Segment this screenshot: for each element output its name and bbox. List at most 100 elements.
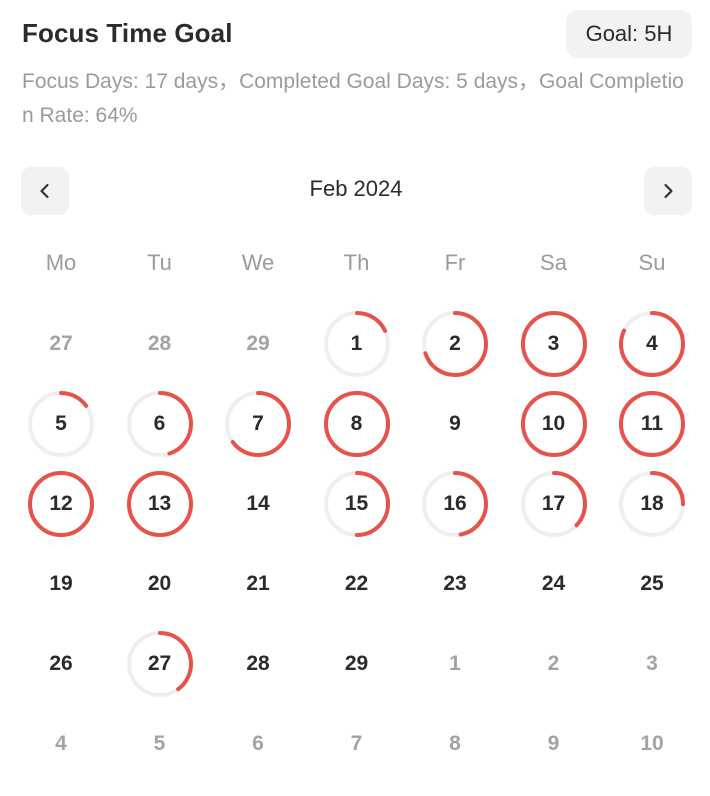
calendar-day[interactable]: 3 [514,304,594,384]
progress-ring [126,391,193,457]
day-number: 3 [646,652,658,675]
calendar-day[interactable]: 21 [218,544,298,624]
weekday-label: Su [638,250,666,275]
progress-ring-arc [126,391,193,457]
day-number: 23 [443,572,467,595]
day-number: 8 [449,732,461,755]
progress-ring-arc [619,391,685,457]
day-number: 15 [344,492,369,515]
progress-ring [126,631,193,697]
weekday-label: Sa [540,250,567,275]
calendar-day[interactable]: 6 [120,384,200,464]
weekday-label: We [241,250,275,275]
calendar-day[interactable]: 27 [21,304,101,384]
progress-ring [323,391,390,457]
calendar-day[interactable]: 10 [514,384,594,464]
progress-ring [225,391,291,457]
calendar-day[interactable]: 11 [612,384,692,464]
calendar-day[interactable]: 8 [415,704,495,784]
calendar-day[interactable]: 23 [415,544,495,624]
calendar-day[interactable]: 7 [218,384,298,464]
calendar-day[interactable]: 28 [120,304,200,384]
progress-ring-arc [619,311,685,377]
day-number: 1 [449,652,461,675]
day-number: 10 [541,412,566,435]
day-number: 13 [147,492,172,515]
day-number: 24 [541,572,566,595]
progress-ring [28,471,94,537]
day-number: 9 [449,412,461,435]
progress-ring [126,471,193,537]
day-number: 8 [350,412,363,435]
day-number: 20 [147,572,172,595]
calendar-day[interactable]: 26 [21,624,101,704]
calendar-day[interactable]: 28 [218,624,298,704]
calendar-day[interactable]: 25 [612,544,692,624]
progress-ring-arc [323,391,390,457]
calendar-day[interactable]: 15 [317,464,397,544]
calendar-day[interactable]: 5 [21,384,101,464]
day-number: 29 [344,652,369,675]
day-number: 11 [640,412,664,435]
calendar-day[interactable]: 20 [120,544,200,624]
page-title: Focus Time Goal [22,18,233,48]
calendar-day[interactable]: 22 [317,544,397,624]
day-number: 14 [246,492,270,515]
calendar-day[interactable]: 29 [317,624,397,704]
month-label: Feb 2024 [309,176,403,201]
calendar-day[interactable]: 10 [612,704,692,784]
focus-stats: Focus Days: 17 days，Completed Goal Days:… [22,70,684,127]
calendar-day[interactable]: 5 [120,704,200,784]
weekday-label: Tu [147,250,172,275]
calendar-day[interactable]: 16 [415,464,495,544]
calendar-day[interactable]: 27 [120,624,200,704]
goal-badge[interactable]: Goal: 5H [566,10,692,58]
progress-ring [422,471,488,537]
calendar-day[interactable]: 1 [415,624,495,704]
day-number: 17 [541,492,566,515]
calendar-day[interactable]: 2 [514,624,594,704]
day-number: 6 [153,412,166,435]
calendar-day[interactable]: 8 [317,384,397,464]
calendar-day[interactable]: 7 [317,704,397,784]
calendar-day[interactable]: 12 [21,464,101,544]
progress-ring-arc [422,311,488,377]
calendar-day[interactable]: 9 [415,384,495,464]
calendar-day[interactable]: 13 [120,464,200,544]
day-number: 12 [49,492,73,515]
chevron-left-icon [40,183,49,199]
day-number: 28 [246,652,270,675]
calendar-day[interactable]: 17 [514,464,594,544]
calendar-day[interactable]: 14 [218,464,298,544]
calendar-day[interactable]: 29 [218,304,298,384]
weekday-label: Mo [45,250,77,275]
progress-ring-arc [619,471,685,537]
calendar-day[interactable]: 9 [514,704,594,784]
calendar-day[interactable]: 2 [415,304,495,384]
calendar-day[interactable]: 4 [21,704,101,784]
day-number: 6 [252,732,264,755]
chevron-right-icon [664,183,673,199]
weekday-label: Th [343,250,370,275]
progress-ring-arc [323,471,390,537]
progress-ring-arc [28,391,94,457]
day-number: 16 [443,492,467,515]
calendar-day[interactable]: 1 [317,304,397,384]
calendar-day[interactable]: 18 [612,464,692,544]
next-month-button[interactable] [644,167,692,215]
day-number: 10 [640,732,664,755]
calendar-day[interactable]: 3 [612,624,692,704]
calendar-day[interactable]: 4 [612,304,692,384]
day-number: 19 [49,572,73,595]
prev-month-button[interactable] [21,167,69,215]
day-number: 3 [547,332,560,355]
day-number: 22 [344,572,369,595]
calendar-day[interactable]: 19 [21,544,101,624]
progress-ring [619,311,685,377]
calendar-day[interactable]: 6 [218,704,298,784]
calendar-day[interactable]: 24 [514,544,594,624]
day-number: 9 [547,732,560,755]
progress-ring-arc [422,471,488,537]
day-number: 26 [49,652,73,675]
progress-ring [619,471,685,537]
